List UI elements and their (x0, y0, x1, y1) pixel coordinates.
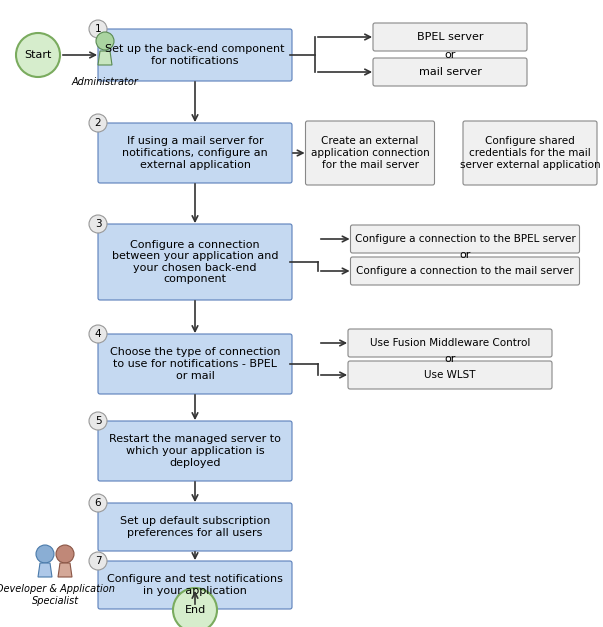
Text: Set up the back-end component
for notifications: Set up the back-end component for notifi… (106, 44, 285, 66)
Text: mail server: mail server (418, 67, 481, 77)
FancyBboxPatch shape (98, 123, 292, 183)
Text: 3: 3 (95, 219, 101, 229)
Text: Configure a connection to the BPEL server: Configure a connection to the BPEL serve… (355, 234, 575, 244)
FancyBboxPatch shape (348, 329, 552, 357)
Circle shape (89, 114, 107, 132)
Text: Configure and test notifications
in your application: Configure and test notifications in your… (107, 574, 283, 596)
Text: Use WLST: Use WLST (425, 370, 476, 380)
Text: Configure shared
credentials for the mail
server external application: Configure shared credentials for the mai… (459, 137, 601, 169)
Circle shape (173, 588, 217, 627)
FancyBboxPatch shape (98, 29, 292, 81)
Text: Create an external
application connection
for the mail server: Create an external application connectio… (311, 137, 429, 169)
FancyBboxPatch shape (306, 121, 435, 185)
Text: 7: 7 (95, 556, 101, 566)
Circle shape (56, 545, 74, 563)
Text: 5: 5 (95, 416, 101, 426)
Polygon shape (58, 563, 72, 577)
Circle shape (96, 32, 114, 50)
Polygon shape (98, 51, 112, 65)
FancyBboxPatch shape (373, 58, 527, 86)
FancyBboxPatch shape (348, 361, 552, 389)
Text: End: End (185, 605, 206, 615)
Text: Administrator: Administrator (72, 77, 139, 87)
Text: If using a mail server for
notifications, configure an
external application: If using a mail server for notifications… (122, 137, 268, 169)
Circle shape (89, 552, 107, 570)
Text: Choose the type of connection
to use for notifications - BPEL
or mail: Choose the type of connection to use for… (110, 347, 280, 381)
Text: or: or (459, 250, 471, 260)
Text: Restart the managed server to
which your application is
deployed: Restart the managed server to which your… (109, 435, 281, 468)
Text: Developer & Application
Specialist: Developer & Application Specialist (0, 584, 115, 606)
FancyBboxPatch shape (463, 121, 597, 185)
Circle shape (89, 412, 107, 430)
Text: Set up default subscription
preferences for all users: Set up default subscription preferences … (120, 516, 270, 538)
FancyBboxPatch shape (350, 225, 579, 253)
FancyBboxPatch shape (350, 257, 579, 285)
Circle shape (89, 215, 107, 233)
Text: Use Fusion Middleware Control: Use Fusion Middleware Control (370, 338, 530, 348)
Text: 6: 6 (95, 498, 101, 508)
Text: Configure a connection to the mail server: Configure a connection to the mail serve… (356, 266, 574, 276)
FancyBboxPatch shape (98, 334, 292, 394)
FancyBboxPatch shape (373, 23, 527, 51)
Circle shape (89, 20, 107, 38)
FancyBboxPatch shape (98, 421, 292, 481)
FancyBboxPatch shape (98, 224, 292, 300)
Text: 2: 2 (95, 118, 101, 128)
Polygon shape (38, 563, 52, 577)
FancyBboxPatch shape (98, 561, 292, 609)
Circle shape (89, 325, 107, 343)
Text: Configure a connection
between your application and
your chosen back-end
compone: Configure a connection between your appl… (112, 240, 278, 285)
Text: 1: 1 (95, 24, 101, 34)
Circle shape (36, 545, 54, 563)
FancyBboxPatch shape (98, 503, 292, 551)
Circle shape (16, 33, 60, 77)
Text: BPEL server: BPEL server (417, 32, 483, 42)
Text: or: or (444, 50, 456, 60)
Text: 4: 4 (95, 329, 101, 339)
Text: or: or (444, 354, 456, 364)
Text: Start: Start (24, 50, 52, 60)
Circle shape (89, 494, 107, 512)
